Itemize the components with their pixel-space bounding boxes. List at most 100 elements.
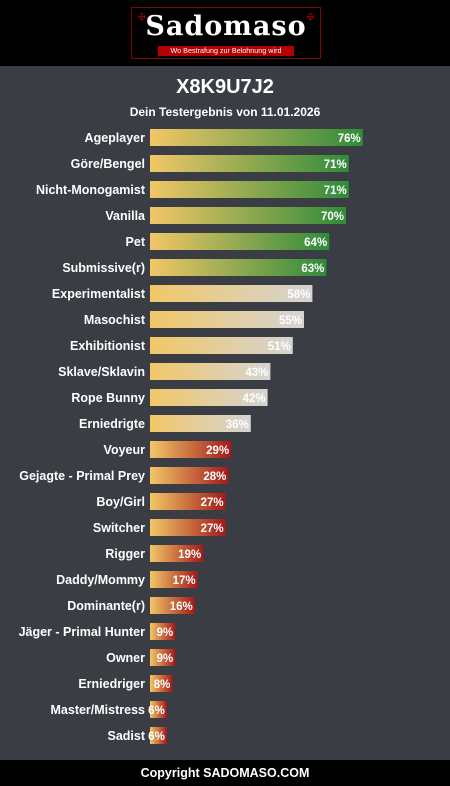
category-label: Erniedrigte [79,417,145,431]
value-label: 17% [173,575,196,587]
bar [150,259,327,276]
bar [150,597,195,614]
category-label: Nicht-Monogamist [36,183,146,197]
bar-row: Pet 64% [126,233,330,250]
value-label: 9% [157,627,174,639]
bar [150,363,271,380]
tagline-bar: Wo Bestrafung zur Belohnung wird [158,46,294,56]
bar-row: Rope Bunny 42% [71,389,268,406]
bar [150,675,173,692]
bar [150,389,268,406]
category-label: Exhibitionist [70,339,146,353]
category-label: Owner [106,651,145,665]
bar [150,337,293,354]
value-label: 42% [243,393,266,405]
value-label: 55% [279,315,302,327]
value-label: 27% [201,497,224,509]
bar-row: Boy/Girl 27% [96,493,226,510]
bar [150,155,349,172]
category-label: Experimentalist [52,287,146,301]
value-label: 71% [324,185,347,197]
value-label: 36% [226,419,249,431]
category-label: Voyeur [104,443,146,457]
value-label: 70% [321,211,344,223]
category-label: Göre/Bengel [71,157,145,171]
bar [150,207,346,224]
bar-row: Gejagte - Primal Prey 28% [19,467,229,484]
value-label: 19% [178,549,201,561]
bar-row: Master/Mistress 6% [51,701,167,718]
value-label: 9% [157,653,174,665]
bar [150,233,330,250]
bar-row: Owner 9% [106,649,176,666]
category-label: Dominante(r) [67,599,145,613]
value-label: 43% [245,367,268,379]
bar [150,441,232,458]
value-label: 71% [324,159,347,171]
site-header: ✠ ✠ Sadomaso Wo Bestrafung zur Belohnung… [0,0,450,66]
bar-row: Experimentalist 58% [52,285,313,302]
bar-row: Ageplayer 76% [85,129,363,146]
bar [150,415,251,432]
category-label: Switcher [93,521,145,535]
category-label: Boy/Girl [96,495,145,509]
bar [150,623,176,640]
category-label: Master/Mistress [51,703,146,717]
bar [150,129,363,146]
bar [150,649,176,666]
value-label: 27% [201,523,224,535]
bar [150,519,226,536]
bar-row: Sklave/Sklavin 43% [58,363,271,380]
result-date-subtitle: Dein Testergebnis von 11.01.2026 [129,105,321,119]
category-label: Submissive(r) [62,261,145,275]
bar [150,181,349,198]
value-label: 6% [148,705,165,717]
bar-row: Göre/Bengel 71% [71,155,349,172]
bar [150,571,198,588]
result-bar-chart: Ageplayer 76%Göre/Bengel 71%Nicht-Monogami… [19,129,363,744]
category-label: Vanilla [105,209,146,223]
bar [150,467,229,484]
category-label: Gejagte - Primal Prey [19,469,145,483]
value-label: 16% [170,601,193,613]
bar-row: Daddy/Mommy 17% [56,571,198,588]
bar-row: Erniedriger 8% [78,675,173,692]
copyright-footer: Copyright SADOMASO.COM [0,760,450,786]
bar-row: Masochist 55% [84,311,304,328]
value-label: 58% [287,289,310,301]
brand-tagline: Wo Bestrafung zur Belohnung wird [170,46,282,55]
result-code-title: X8K9U7J2 [176,76,274,98]
value-label: 8% [154,679,171,691]
category-label: Pet [126,235,146,249]
bar-row: Submissive(r) 63% [62,259,327,276]
value-label: 63% [301,263,324,275]
ornament-right-icon: ✠ [306,12,314,22]
value-label: 28% [203,471,226,483]
bar-row: Exhibitionist 51% [70,337,293,354]
category-label: Rigger [105,547,145,561]
bar [150,493,226,510]
bar-row: Switcher 27% [93,519,226,536]
bar-row: Sadist 6% [107,727,167,744]
bar [150,701,167,718]
bar-row: Dominante(r) 16% [67,597,195,614]
category-label: Sadist [107,729,145,743]
category-label: Ageplayer [85,131,146,145]
category-label: Jäger - Primal Hunter [19,625,146,639]
bar [150,727,167,744]
value-label: 29% [206,445,229,457]
bar [150,545,204,562]
category-label: Rope Bunny [71,391,145,405]
value-label: 6% [148,731,165,743]
value-label: 76% [338,133,361,145]
category-label: Erniedriger [78,677,145,691]
brand-logo[interactable]: ✠ ✠ Sadomaso Wo Bestrafung zur Belohnung… [131,7,321,59]
bar [150,285,313,302]
ornament-left-icon: ✠ [138,12,146,22]
value-label: 51% [268,341,291,353]
bar-row: Jäger - Primal Hunter 9% [19,623,176,640]
bar [150,311,304,328]
value-label: 64% [304,237,327,249]
bar-row: Nicht-Monogamist 71% [36,181,349,198]
category-label: Masochist [84,313,146,327]
